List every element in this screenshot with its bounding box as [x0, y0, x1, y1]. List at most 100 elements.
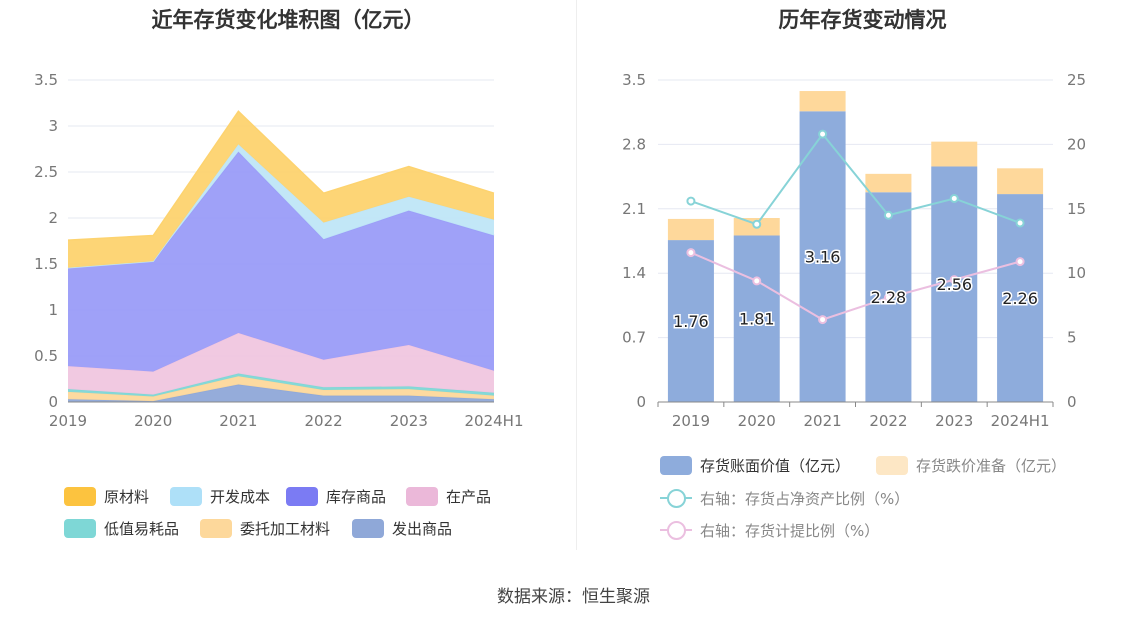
legend-swatch [660, 456, 692, 475]
line-point [883, 293, 893, 303]
line-point [752, 276, 762, 286]
legend-label: 委托加工材料 [240, 520, 331, 538]
legend-item[interactable]: 存货账面价值（亿元） [660, 455, 850, 476]
x-tick-label: 2021 [219, 412, 257, 430]
bar-存货跌价准备（亿元） [799, 91, 846, 112]
legend-label: 在产品 [446, 488, 492, 506]
y-left-tick-label: 0.7 [622, 329, 646, 347]
x-tick-label: 2024H1 [991, 412, 1050, 430]
stacked-area-chart-panel: 近年存货变化堆积图（亿元） 0 0.5 1 1.5 2 2.5 3 3.5 2019 2020 20… [0, 0, 576, 555]
line-point [949, 193, 959, 203]
area-series-开发成本 [68, 144, 494, 268]
y-left-tick-label: 3.5 [622, 71, 646, 89]
x-tick-label: 2019 [49, 412, 87, 430]
legend-swatch [170, 487, 202, 506]
y-tick-label: 3 [48, 117, 58, 135]
bar-data-label: 3.16 [805, 248, 841, 267]
area-series-低值易耗品 [68, 373, 494, 397]
x-tick-label: 2022 [869, 412, 907, 430]
area-edge-原材料 [67, 110, 495, 241]
line-point [883, 210, 893, 220]
legend-item[interactable]: 开发成本 [170, 486, 270, 507]
y-left-tick-label: 0 [636, 393, 646, 411]
bar-data-label: 1.76 [673, 312, 709, 331]
legend-item[interactable]: 右轴：存货占净资产比例（%） [660, 488, 909, 509]
legend-item[interactable]: 低值易耗品 [64, 518, 179, 539]
legend-label: 开发成本 [210, 488, 271, 506]
legend-label: 低值易耗品 [104, 520, 180, 538]
legend-swatch [286, 487, 318, 506]
legend-label: 发出商品 [392, 520, 453, 538]
x-tick-label: 2023 [390, 412, 428, 430]
bar-存货账面价值（亿元） [667, 240, 714, 402]
legend-swatch [64, 519, 96, 538]
x-tick-label: 2019 [672, 412, 710, 430]
bar-data-label: 2.26 [1002, 289, 1038, 308]
y-right-tick-label: 10 [1067, 264, 1086, 282]
x-tick-label: 2021 [803, 412, 841, 430]
right-chart-title: 历年存货变动情况 [778, 8, 947, 32]
inventory-change-chart-panel: 历年存货变动情况 0 0.7 1.4 2.1 2.8 3.5 0 5 10 15 20 25 2019 2… [578, 0, 1147, 555]
line-point [686, 196, 696, 206]
legend-item[interactable]: 原材料 [64, 486, 149, 507]
y-tick-label: 1 [48, 301, 58, 319]
x-tick-label: 2022 [305, 412, 343, 430]
bar-存货跌价准备（亿元） [667, 218, 714, 241]
bar-存货账面价值（亿元） [733, 235, 780, 402]
y-left-tick-label: 2.8 [622, 135, 646, 153]
legend-item[interactable]: 发出商品 [352, 518, 452, 539]
legend-swatch [660, 521, 692, 540]
area-series-委托加工材料 [68, 376, 494, 402]
bar-data-label: 2.56 [936, 275, 972, 294]
data-source-note: 数据来源：恒生聚源 [497, 587, 650, 607]
y-left-tick-label: 1.4 [622, 264, 646, 282]
x-tick-label: 2023 [935, 412, 973, 430]
area-series-库存商品 [68, 151, 494, 372]
bar-data-label: 1.81 [739, 310, 775, 329]
y-tick-label: 3.5 [34, 71, 58, 89]
line-point [818, 315, 828, 325]
panel-divider [576, 0, 577, 550]
bar-存货账面价值（亿元） [997, 194, 1044, 402]
legend-swatch [352, 519, 384, 538]
x-tick-label: 2024H1 [465, 412, 524, 430]
y-tick-label: 0 [48, 393, 58, 411]
legend-swatch [406, 487, 438, 506]
y-right-tick-label: 20 [1067, 135, 1086, 153]
y-right-tick-label: 25 [1067, 71, 1086, 89]
legend-label: 库存商品 [326, 488, 387, 506]
legend-label: 原材料 [104, 488, 150, 506]
line-point [752, 219, 762, 229]
legend-swatch [660, 489, 692, 508]
legend-item[interactable]: 在产品 [406, 486, 491, 507]
left-chart-title: 近年存货变化堆积图（亿元） [151, 8, 425, 32]
x-tick-label: 2020 [738, 412, 776, 430]
legend-swatch [876, 456, 908, 475]
bar-存货账面价值（亿元） [799, 111, 846, 402]
y-tick-label: 1.5 [34, 255, 58, 273]
y-right-tick-label: 0 [1067, 393, 1077, 411]
legend-item[interactable]: 存货跌价准备（亿元） [876, 455, 1066, 476]
bar-存货跌价准备（亿元） [997, 168, 1044, 195]
y-right-tick-label: 5 [1067, 329, 1077, 347]
legend-label: 右轴：存货计提比例（%） [700, 522, 880, 540]
y-right-tick-label: 15 [1067, 200, 1086, 218]
legend-swatch [64, 487, 96, 506]
line-point [1015, 218, 1025, 228]
legend-label: 存货跌价准备（亿元） [916, 457, 1067, 475]
y-left-tick-label: 2.1 [622, 200, 646, 218]
legend-item[interactable]: 库存商品 [286, 486, 386, 507]
y-tick-label: 0.5 [34, 347, 58, 365]
legend-item[interactable]: 委托加工材料 [200, 518, 330, 539]
stacked-area-chart: 0 0.5 1 1.5 2 2.5 3 3.5 2019 2020 2021 2022 2023 2024… [34, 71, 524, 430]
bar-存货跌价准备（亿元） [865, 173, 912, 193]
line-point [686, 248, 696, 258]
line-point [949, 275, 959, 285]
line-series-右轴：存货计提比例（%） [690, 251, 1021, 321]
legend-swatch [200, 519, 232, 538]
legend-item[interactable]: 右轴：存货计提比例（%） [660, 520, 879, 541]
line-series-右轴：存货占净资产比例（%） [690, 132, 1021, 226]
bar-存货跌价准备（亿元） [931, 141, 978, 167]
area-series-在产品 [68, 333, 494, 395]
line-point [1015, 257, 1025, 267]
